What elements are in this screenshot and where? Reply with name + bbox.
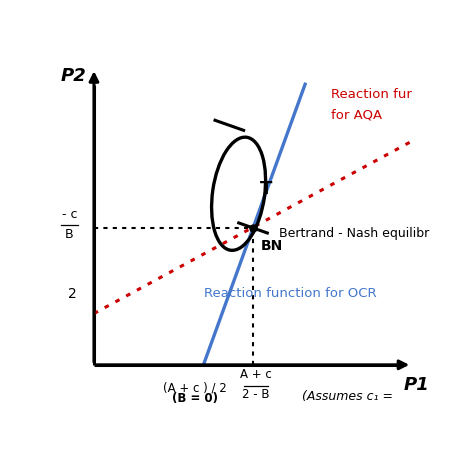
Text: for AQA: for AQA xyxy=(331,108,382,121)
Text: T: T xyxy=(260,181,272,199)
Text: - c: - c xyxy=(62,208,77,221)
Text: P1: P1 xyxy=(403,376,429,394)
Text: A + c: A + c xyxy=(240,367,272,381)
Text: P2: P2 xyxy=(61,67,87,85)
Text: 2: 2 xyxy=(68,287,77,301)
Text: 2 - B: 2 - B xyxy=(242,388,270,401)
Text: BN: BN xyxy=(260,239,283,254)
Text: Bertrand - Nash equilibr: Bertrand - Nash equilibr xyxy=(279,227,429,240)
Text: B: B xyxy=(65,228,73,241)
Text: (B = 0): (B = 0) xyxy=(172,392,218,405)
Text: Reaction function for OCR: Reaction function for OCR xyxy=(204,287,376,300)
Text: (A + c ) / 2: (A + c ) / 2 xyxy=(164,382,227,395)
Text: (Assumes c₁ =: (Assumes c₁ = xyxy=(302,391,393,403)
Text: Reaction fur: Reaction fur xyxy=(331,88,412,101)
